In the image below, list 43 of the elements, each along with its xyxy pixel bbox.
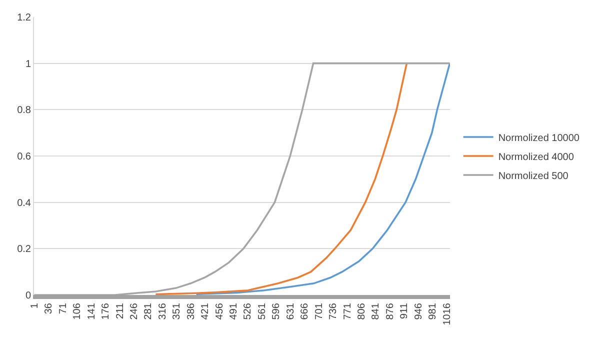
x-tick-label: 36 <box>44 302 55 314</box>
x-tick-label: 526 <box>242 302 254 320</box>
x-tick-label: 351 <box>172 302 183 320</box>
x-tick-label: 596 <box>271 302 282 320</box>
x-tick-label: 841 <box>370 302 382 320</box>
x-tick-label: 806 <box>356 302 368 320</box>
x-tick-label: 631 <box>285 302 296 320</box>
line-series <box>34 62 450 295</box>
x-tick-label: 316 <box>157 302 168 320</box>
y-tick-label: 0.4 <box>17 198 32 209</box>
x-tick-label: 141 <box>86 302 98 320</box>
y-tick-label: 0.2 <box>17 244 32 256</box>
x-tick-label: 771 <box>342 302 354 320</box>
x-tick-label: 106 <box>72 302 84 320</box>
y-tick-label: 0.6 <box>17 152 32 162</box>
x-tick-label: 176 <box>100 302 112 320</box>
x-tick-label: 71 <box>58 302 69 314</box>
y-tick-label: 1 <box>25 58 32 70</box>
x-tick-label: 211 <box>114 302 126 319</box>
x-tick-label: 736 <box>328 302 340 320</box>
y-tick-label: 1.2 <box>17 12 32 24</box>
x-tick-label: 421 <box>200 302 212 320</box>
x-tick-label: 281 <box>143 302 154 320</box>
x-tick-label: 981 <box>428 302 439 320</box>
y-tick-label: 0 <box>25 290 32 302</box>
line-series <box>195 62 450 295</box>
x-tick-label: 701 <box>314 302 325 320</box>
x-tick-label: 386 <box>186 302 197 320</box>
x-tick-label: 666 <box>300 302 311 320</box>
legend-label: Normolized 10000 <box>498 132 580 144</box>
x-tick-label: 876 <box>384 302 396 320</box>
x-tick-label: 946 <box>413 302 424 320</box>
x-tick-label: 1016 <box>442 302 453 326</box>
x-tick-label: 911 <box>399 302 410 319</box>
x-tick-label: 246 <box>128 302 140 320</box>
x-tick-label: 561 <box>256 302 268 320</box>
legend-label: Normolized 500 <box>498 170 569 182</box>
x-tick-label: 1 <box>29 302 40 309</box>
legend-label: Normolized 4000 <box>498 152 574 163</box>
line-series <box>154 62 408 295</box>
x-tick-label: 491 <box>228 302 240 320</box>
y-tick-label: 0.8 <box>17 105 32 116</box>
x-tick-label: 456 <box>214 302 226 320</box>
